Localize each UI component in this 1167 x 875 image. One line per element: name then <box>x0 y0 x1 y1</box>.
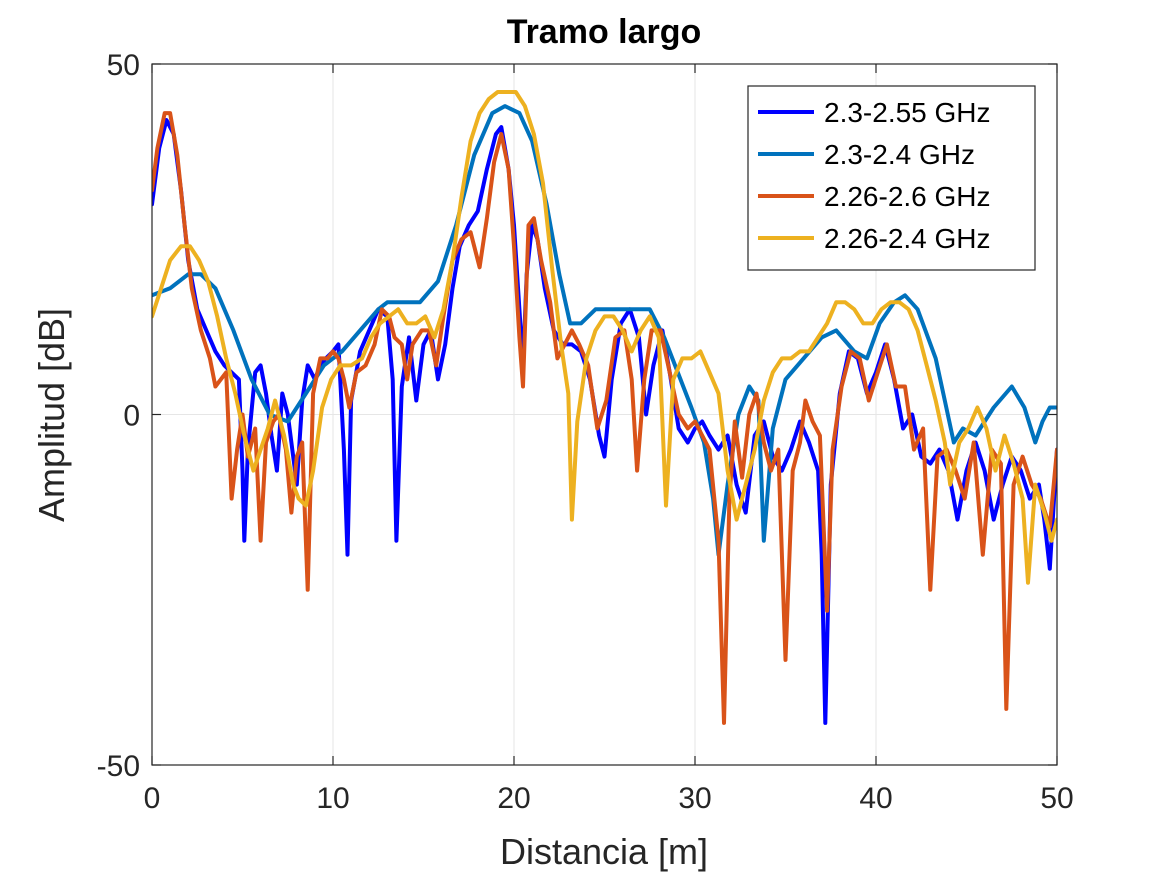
x-tick-label: 40 <box>859 782 892 815</box>
chart-title: Tramo largo <box>507 13 702 51</box>
x-tick-label: 30 <box>678 782 711 815</box>
y-tick-label: -50 <box>97 750 140 783</box>
legend: 2.3-2.55 GHz 2.3-2.4 GHz 2.26-2.6 GHz 2.26-… <box>747 85 1036 271</box>
x-tick-label: 10 <box>316 782 349 815</box>
legend-label-3: 2.26-2.6 GHz <box>824 181 991 212</box>
x-tick-label: 50 <box>1040 782 1073 815</box>
series-line-4 <box>152 90 1057 585</box>
y-tick-label: 0 <box>123 400 140 433</box>
legend-label-4: 2.26-2.4 GHz <box>824 223 991 254</box>
series-line-2 <box>152 104 1057 557</box>
y-axis-label: Amplitud [dB] <box>31 308 72 522</box>
legend-label-2: 2.3-2.4 GHz <box>824 139 975 170</box>
x-tick-label: 20 <box>497 782 530 815</box>
plot-area <box>152 90 1057 725</box>
x-axis-label: Distancia [m] <box>500 831 708 872</box>
x-tick-label: 0 <box>144 782 161 815</box>
y-tick-label: 50 <box>107 49 140 82</box>
legend-label-1: 2.3-2.55 GHz <box>824 97 991 128</box>
